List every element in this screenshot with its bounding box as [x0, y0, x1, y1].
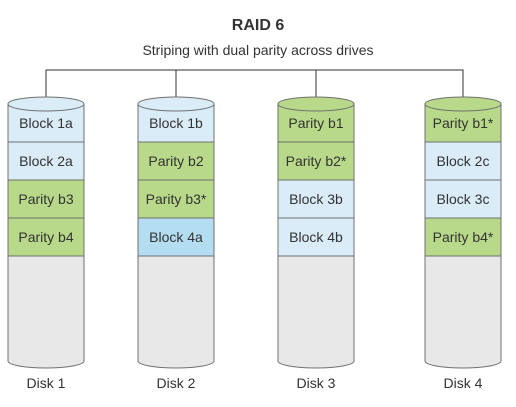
parity-block [277, 141, 355, 181]
block-label: Parity b1 [288, 115, 343, 131]
disk-top-cap [137, 96, 215, 112]
disk-2: Block 1b Parity b2 Parity b3* Block 4a Disk … [137, 96, 215, 391]
connector-line [45, 69, 464, 98]
disk-top-cap [277, 96, 355, 112]
data-block [277, 217, 355, 257]
data-block [7, 141, 85, 181]
disk-top-cap [424, 96, 502, 112]
disk-1: Block 1a Block 2a Parity b3 Parity b4 Disk 1 [7, 96, 85, 391]
block-label: Block 4a [149, 229, 203, 245]
diagram-title: RAID 6 [232, 17, 285, 34]
block-label: Block 2c [437, 153, 490, 169]
parity-block [7, 179, 85, 219]
block-label: Block 3c [437, 191, 490, 207]
diagram-subtitle: Striping with dual parity across drives [142, 42, 373, 58]
data-block [137, 217, 215, 257]
block-label: Block 3b [289, 191, 343, 207]
block-label: Block 1a [19, 115, 73, 131]
block-label: Parity b2 [148, 153, 203, 169]
block-label: Block 4b [289, 229, 343, 245]
disk-label: Disk 2 [157, 375, 196, 391]
block-label: Parity b4 [18, 229, 73, 245]
parity-block [7, 217, 85, 257]
disk-label: Disk 4 [444, 375, 483, 391]
block-label: Parity b1* [433, 115, 494, 131]
disk-empty-space [7, 255, 85, 369]
block-label: Parity b3 [18, 191, 73, 207]
block-label: Block 2a [19, 153, 73, 169]
block-label: Parity b2* [286, 153, 347, 169]
disk-empty-space [424, 255, 502, 369]
block-label: Parity b3* [146, 191, 207, 207]
disk-group: Block 1a Block 2a Parity b3 Parity b4 Disk 1… [7, 96, 502, 391]
disk-4: Parity b1* Block 2c Block 3c Parity b4* Disk… [424, 96, 502, 391]
disk-empty-space [137, 255, 215, 369]
disk-top-cap [7, 96, 85, 112]
data-block [277, 179, 355, 219]
data-block [424, 141, 502, 181]
disk-label: Disk 1 [27, 375, 66, 391]
parity-block [424, 217, 502, 257]
disk-3: Parity b1 Parity b2* Block 3b Block 4b Disk … [277, 96, 355, 391]
disk-label: Disk 3 [297, 375, 336, 391]
parity-block [137, 141, 215, 181]
disk-empty-space [277, 255, 355, 369]
block-label: Parity b4* [433, 229, 494, 245]
block-label: Block 1b [149, 115, 203, 131]
